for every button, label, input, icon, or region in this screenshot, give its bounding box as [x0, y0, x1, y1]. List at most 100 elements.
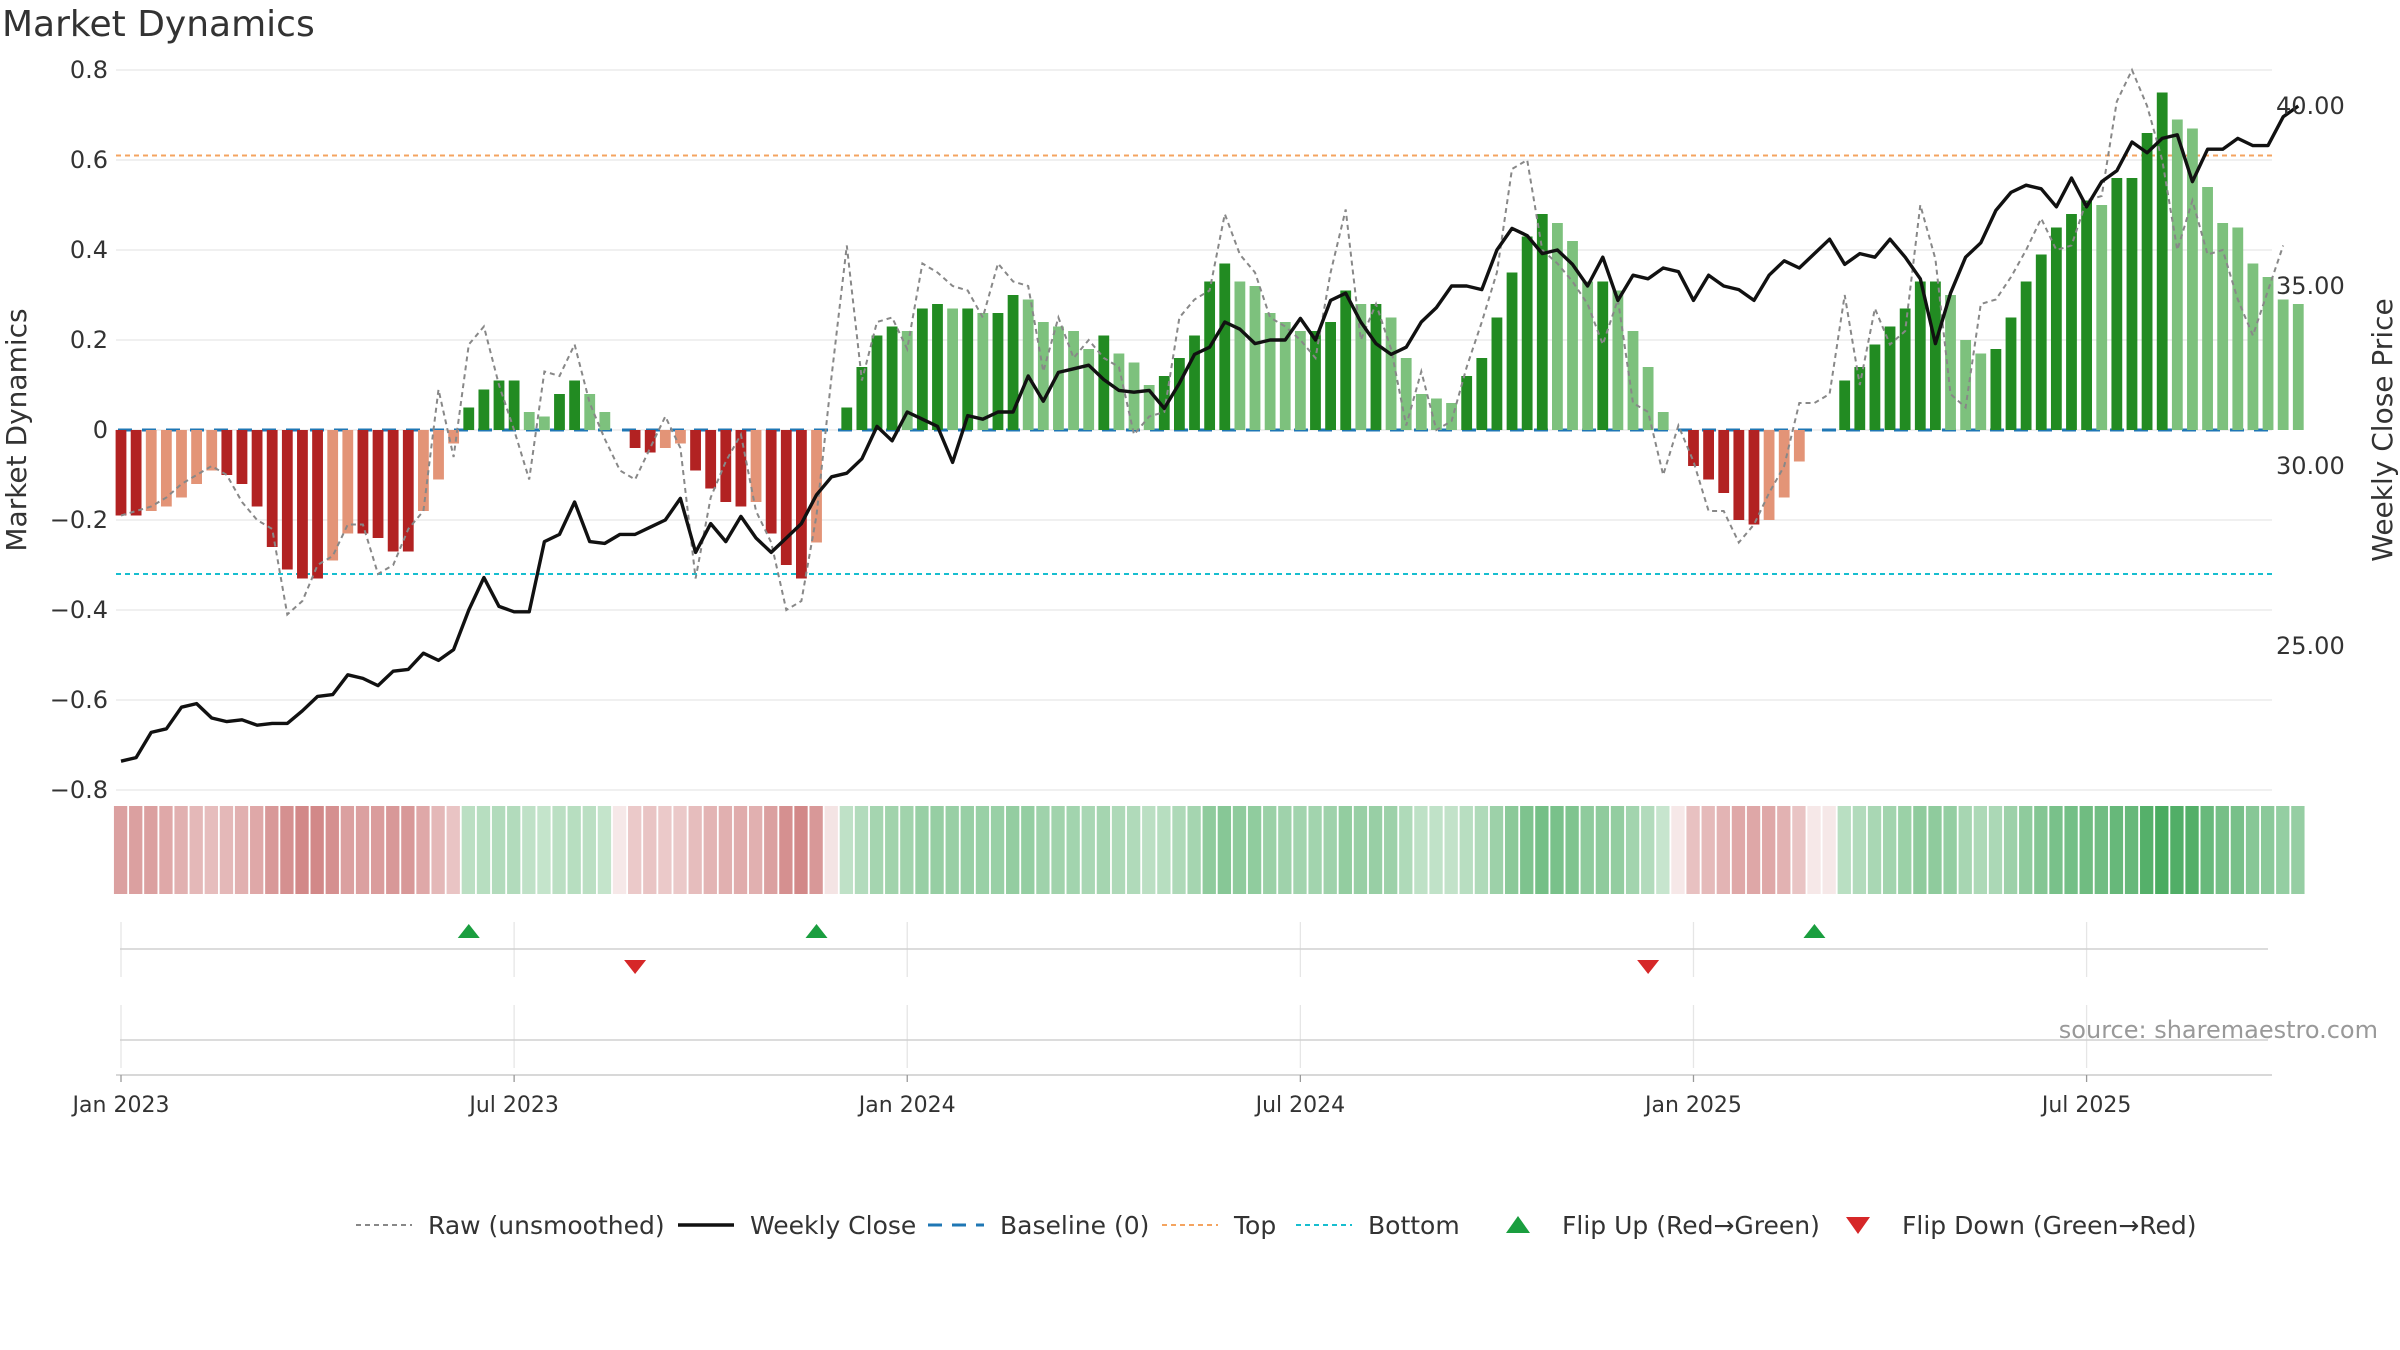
- dynamics-bar: [1279, 322, 1291, 430]
- regime-shade-cell: [401, 806, 415, 894]
- regime-shade-cell: [204, 806, 218, 894]
- dynamics-bar: [1733, 430, 1745, 520]
- regime-shade-cell: [537, 806, 551, 894]
- regime-shade-cell: [1399, 806, 1413, 894]
- regime-shade-cell: [839, 806, 854, 894]
- dynamics-bar: [977, 313, 989, 430]
- dynamics-bar: [1521, 236, 1533, 430]
- regime-shade-cell: [794, 806, 808, 894]
- dynamics-bar: [266, 430, 278, 547]
- dynamics-bar: [1884, 326, 1896, 430]
- flip-down-marker: [624, 960, 647, 974]
- regime-shade-cell: [1610, 806, 1625, 894]
- dynamics-bar: [1582, 281, 1594, 430]
- regime-shade-cell: [764, 806, 778, 894]
- regime-shade-cell: [1217, 806, 1232, 894]
- dynamics-bar: [705, 430, 717, 489]
- dynamics-bar: [1007, 295, 1019, 430]
- regime-shade-cell: [1535, 806, 1549, 894]
- dynamics-bar: [1688, 430, 1699, 466]
- regime-shade-cell: [522, 806, 536, 894]
- regime-shade-cell: [2094, 806, 2108, 894]
- dynamics-bar: [690, 430, 701, 471]
- regime-shade-cell: [1066, 806, 1080, 894]
- dynamics-bar: [1552, 223, 1563, 430]
- left-axis-label: Market Dynamics: [0, 308, 33, 551]
- dynamics-bar: [1340, 290, 1352, 430]
- regime-shade-cell: [159, 806, 173, 894]
- dynamics-bar: [765, 430, 777, 534]
- x-tick-label: Jan 2024: [857, 1093, 956, 1118]
- dynamics-bar: [1567, 241, 1578, 430]
- regime-shade-cell: [1172, 806, 1186, 894]
- dynamics-bar: [1930, 281, 1941, 430]
- regime-shade-cell: [1126, 806, 1141, 894]
- dynamics-bar: [1491, 317, 1503, 430]
- regime-shade-cell: [280, 806, 294, 894]
- regime-shade-cell: [295, 806, 309, 894]
- regime-shade-cell: [1898, 806, 1912, 894]
- regime-shade-cell: [1595, 806, 1610, 894]
- dynamics-bar: [780, 430, 792, 565]
- regime-shade-cell: [1414, 806, 1428, 894]
- dynamics-bar: [1415, 394, 1427, 430]
- dynamics-bar: [932, 304, 943, 430]
- dynamics-bar: [750, 430, 762, 502]
- dynamics-bar: [796, 430, 807, 579]
- regime-shade-cell: [461, 806, 476, 894]
- legend-label: Flip Down (Green→Red): [1902, 1211, 2197, 1240]
- dynamics-bar: [1204, 281, 1216, 430]
- dynamics-bar: [523, 412, 535, 430]
- left-tick-label: 0.6: [70, 146, 108, 174]
- regime-shade-cell: [1142, 806, 1156, 894]
- regime-shade-cell: [1762, 806, 1776, 894]
- dynamics-bar: [871, 335, 883, 430]
- regime-shade-cell: [824, 806, 838, 894]
- regime-shade-cell: [325, 806, 339, 894]
- dynamics-bar: [493, 380, 505, 430]
- regime-shade-cell: [1202, 806, 1216, 894]
- series-lines: [120, 67, 2300, 763]
- regime-shade-cell: [2124, 806, 2139, 894]
- dynamics-bar: [1158, 376, 1170, 430]
- regime-shade-cell: [1081, 806, 1095, 894]
- flip-markers-panel: [457, 924, 1826, 974]
- regime-shade-cell: [2170, 806, 2184, 894]
- dynamics-bar: [720, 430, 732, 502]
- regime-shade-cell: [960, 806, 974, 894]
- dynamics-bar: [1325, 322, 1336, 430]
- dynamics-bar: [433, 430, 444, 480]
- regime-shade-cell: [355, 806, 370, 894]
- regime-shade-cell: [1807, 806, 1821, 894]
- dynamics-bar: [2096, 205, 2108, 430]
- left-tick-label: −0.4: [50, 596, 108, 624]
- regime-shade-cell: [370, 806, 385, 894]
- dynamics-bar: [1612, 290, 1624, 430]
- right-axis-label: Weekly Close Price: [2366, 298, 2399, 561]
- regime-shade-cell: [1157, 806, 1171, 894]
- legend-label: Baseline (0): [1000, 1211, 1149, 1240]
- regime-shade-cell: [476, 806, 491, 894]
- regime-shade-cell: [1278, 806, 1292, 894]
- dynamics-bar: [841, 407, 853, 430]
- regime-shade-cell: [250, 806, 264, 894]
- regime-shade-cell: [1641, 806, 1655, 894]
- regime-shade-cell: [2155, 806, 2169, 894]
- regime-shade-cell: [1928, 806, 1942, 894]
- dynamics-bar: [1234, 281, 1246, 430]
- dynamics-bar: [251, 430, 263, 507]
- regime-shade-cell: [1656, 806, 1670, 894]
- dynamics-bar: [1763, 430, 1775, 520]
- regime-shade-cell: [1580, 806, 1594, 894]
- dynamics-bar: [372, 430, 384, 538]
- regime-shade-cell: [1006, 806, 1020, 894]
- dynamics-bar: [1128, 362, 1140, 430]
- dynamics-bar: [2171, 119, 2183, 430]
- dynamics-bar: [1053, 326, 1064, 430]
- dynamics-bar: [538, 416, 550, 430]
- right-tick-label: 40.00: [2276, 92, 2345, 120]
- regime-shade-cell: [1625, 806, 1640, 894]
- regime-shade-cell: [2200, 806, 2214, 894]
- regime-shade-cell: [2064, 806, 2078, 894]
